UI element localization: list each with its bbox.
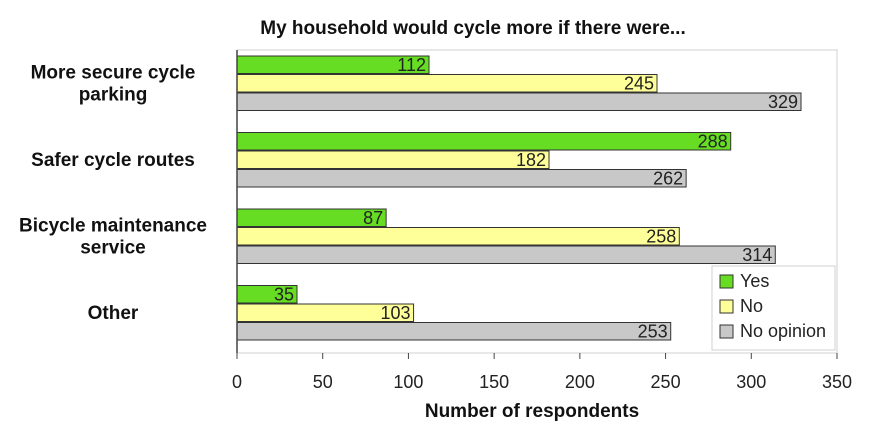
bar-yes-1 <box>236 132 732 151</box>
data-label: 288 <box>698 132 728 152</box>
x-axis-ticks: 0 50 100 150 200 250 300 350 <box>232 353 852 392</box>
x-tick-label: 0 <box>232 372 242 392</box>
legend-label: Yes <box>740 271 769 291</box>
data-labels-layer: 112 245 329 288 182 262 87 258 314 35 103 253 <box>274 55 798 342</box>
x-tick-label: 350 <box>822 372 852 392</box>
category-label: More secure cycle <box>31 62 196 83</box>
legend-swatch-yes <box>719 274 734 289</box>
data-label: 262 <box>653 169 683 189</box>
category-label: service <box>80 237 146 258</box>
bar-no-2 <box>236 227 680 246</box>
data-label: 329 <box>768 92 798 112</box>
category-label: Other <box>88 303 139 324</box>
category-label: Safer cycle routes <box>31 150 195 171</box>
bar-no-0 <box>236 74 658 93</box>
x-tick-label: 200 <box>565 372 595 392</box>
data-label: 245 <box>624 74 654 94</box>
data-label: 258 <box>646 227 676 247</box>
x-tick-label: 50 <box>313 372 333 392</box>
data-label: 35 <box>274 285 294 305</box>
category-label: parking <box>79 84 148 105</box>
bar-no-opinion-3 <box>236 322 672 341</box>
x-tick-label: 100 <box>393 372 423 392</box>
data-label: 182 <box>516 150 546 170</box>
x-tick-label: 300 <box>736 372 766 392</box>
bar-no-1 <box>236 150 550 169</box>
chart-title: My household would cycle more if there w… <box>260 18 686 39</box>
legend-swatch-no <box>719 299 734 314</box>
bar-no-opinion-0 <box>236 92 802 111</box>
data-label: 87 <box>363 208 383 228</box>
x-tick-label: 250 <box>651 372 681 392</box>
x-tick-label: 150 <box>479 372 509 392</box>
data-label: 253 <box>638 322 668 342</box>
x-axis-title: Number of respondents <box>425 401 639 422</box>
bar-no-opinion-2 <box>236 245 776 264</box>
bar-no-opinion-1 <box>236 169 687 188</box>
legend-label: No opinion <box>740 321 826 341</box>
data-label: 112 <box>397 55 426 75</box>
legend-swatch-no-opinion <box>719 324 734 339</box>
bars-layer <box>236 55 802 341</box>
legend: Yes No No opinion <box>711 265 836 351</box>
data-label: 314 <box>742 245 772 265</box>
legend-label: No <box>740 296 763 316</box>
category-label: Bicycle maintenance <box>19 215 207 236</box>
data-label: 103 <box>381 303 411 323</box>
